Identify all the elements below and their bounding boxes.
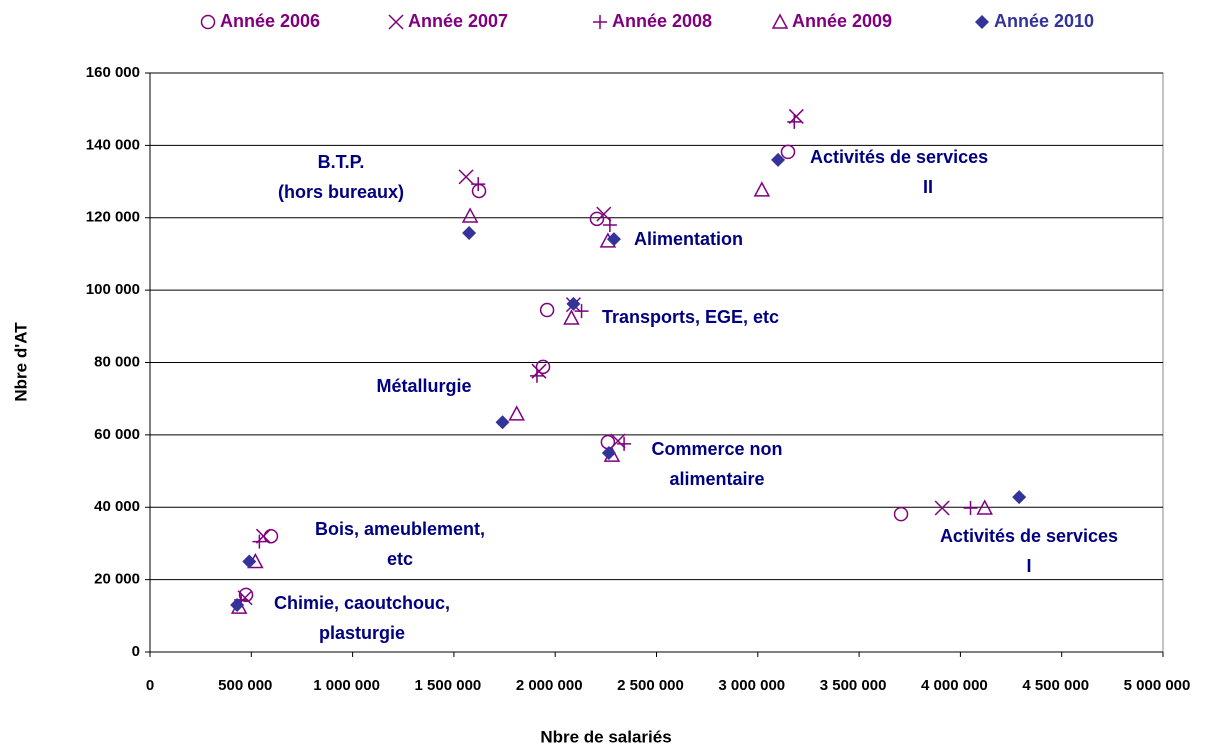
point [535, 359, 551, 375]
x-axis-title: Nbre de salariés [540, 727, 671, 745]
point [893, 506, 909, 522]
x-tick-label: 1 500 000 [415, 677, 482, 694]
point [606, 232, 621, 247]
point [610, 433, 626, 449]
legend-label: Année 2010 [994, 11, 1094, 31]
point [596, 206, 612, 222]
point [753, 181, 771, 197]
legend-label: Année 2007 [408, 11, 508, 31]
annotation: Transports, EGE, etc [602, 307, 779, 327]
x-tick-label: 5 000 000 [1124, 677, 1191, 694]
point [617, 436, 632, 451]
point [566, 296, 581, 311]
x-tick-label: 0 [146, 677, 154, 694]
y-tick-label: 140 000 [86, 136, 140, 153]
x-tick-label: 4 500 000 [1022, 677, 1089, 694]
annotation: Activités de services [810, 147, 988, 167]
legend-marker [975, 15, 989, 29]
point [780, 144, 796, 160]
y-tick-label: 120 000 [86, 209, 140, 226]
annotation: Alimentation [634, 229, 743, 249]
x-tick-label: 3 000 000 [718, 677, 785, 694]
point [529, 368, 544, 383]
x-tick-label: 3 500 000 [820, 677, 887, 694]
point [589, 211, 605, 227]
annotation: B.T.P. [318, 152, 365, 172]
point [976, 499, 993, 515]
point [252, 534, 267, 549]
legend-label: Année 2009 [792, 11, 892, 31]
annotation: (hors bureaux) [278, 182, 404, 202]
x-tick-label: 2 000 000 [516, 677, 583, 694]
y-tick-label: 20 000 [94, 571, 140, 588]
point [934, 500, 950, 516]
legend-label: Année 2006 [220, 11, 320, 31]
point [574, 304, 589, 319]
point [602, 217, 617, 232]
annotation: Bois, ameublement, [315, 519, 485, 539]
point [508, 405, 525, 421]
y-tick-label: 80 000 [94, 353, 140, 370]
annotation: Commerce non [651, 439, 782, 459]
point [458, 169, 474, 185]
legend-marker [593, 15, 607, 29]
annotation: II [923, 177, 933, 197]
x-tick-label: 1 000 000 [313, 677, 380, 694]
point [963, 500, 978, 515]
annotation: Chimie, caoutchouc, [274, 593, 450, 613]
annotation: I [1026, 556, 1031, 576]
point [539, 302, 555, 318]
y-tick-label: 40 000 [94, 498, 140, 515]
legend-marker [771, 13, 789, 29]
point [462, 225, 477, 240]
point [495, 415, 510, 430]
x-tick-label: 4 000 000 [921, 677, 988, 694]
y-tick-label: 60 000 [94, 426, 140, 443]
point [238, 587, 254, 603]
legend-marker [388, 14, 404, 30]
annotation: plasturgie [319, 623, 405, 643]
point [461, 207, 479, 223]
point [563, 309, 580, 325]
point [471, 177, 486, 192]
y-axis-title: Nbre d'AT [11, 322, 30, 402]
point [788, 108, 804, 124]
y-tick-label: 100 000 [86, 281, 140, 298]
point [1012, 490, 1027, 505]
y-tick-label: 160 000 [86, 64, 140, 81]
annotation: alimentaire [669, 469, 764, 489]
point [601, 445, 616, 460]
legend-label: Année 2008 [612, 11, 712, 31]
point [242, 554, 257, 569]
annotation: etc [387, 549, 413, 569]
legend-marker [200, 14, 216, 30]
y-tick-label: 0 [132, 643, 140, 660]
point [771, 152, 786, 167]
x-tick-label: 500 000 [218, 677, 272, 694]
point [787, 114, 802, 129]
point [230, 597, 245, 612]
x-tick-label: 2 500 000 [617, 677, 684, 694]
annotation: Activités de services [940, 526, 1118, 546]
annotation: Métallurgie [376, 376, 471, 396]
